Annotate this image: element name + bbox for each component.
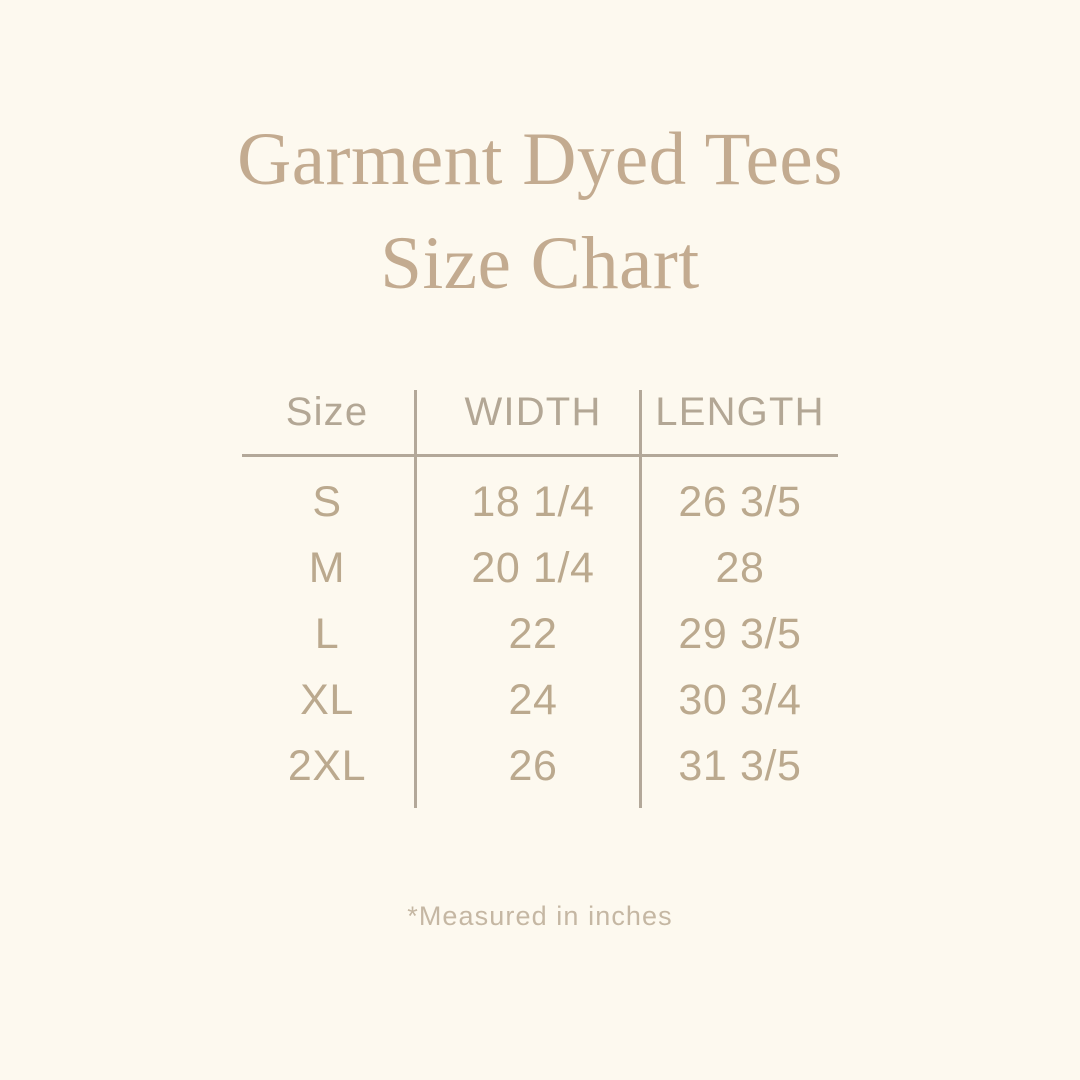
- table-row: 2XL: [287, 742, 367, 790]
- table-row: 28: [715, 544, 765, 592]
- table-row: XL: [300, 676, 354, 724]
- table-row: 22: [508, 610, 558, 658]
- table-row: 26: [508, 742, 558, 790]
- table-row: 30 3/4: [678, 676, 802, 724]
- header-divider-line: [242, 454, 838, 457]
- table-row: S: [312, 478, 342, 526]
- column-divider-width-length: [639, 390, 642, 808]
- table-row: 18 1/4: [471, 478, 595, 526]
- table-row: 20 1/4: [471, 544, 595, 592]
- measurement-note: *Measured in inches: [407, 901, 673, 931]
- title-line-1: Garment Dyed Tees: [237, 118, 843, 201]
- table-row: L: [314, 610, 340, 658]
- table-header-size: Size: [285, 390, 369, 434]
- table-header-length: LENGTH: [655, 390, 825, 434]
- table-row: 26 3/5: [678, 478, 802, 526]
- table-row: 29 3/5: [678, 610, 802, 658]
- table-row: 31 3/5: [678, 742, 802, 790]
- table-row: 24: [508, 676, 558, 724]
- table-row: M: [308, 544, 346, 592]
- page-title: Garment Dyed Tees Size Chart: [0, 108, 1080, 316]
- table-header-width: WIDTH: [464, 390, 602, 434]
- title-line-2: Size Chart: [380, 222, 700, 305]
- column-divider-size-width: [414, 390, 417, 808]
